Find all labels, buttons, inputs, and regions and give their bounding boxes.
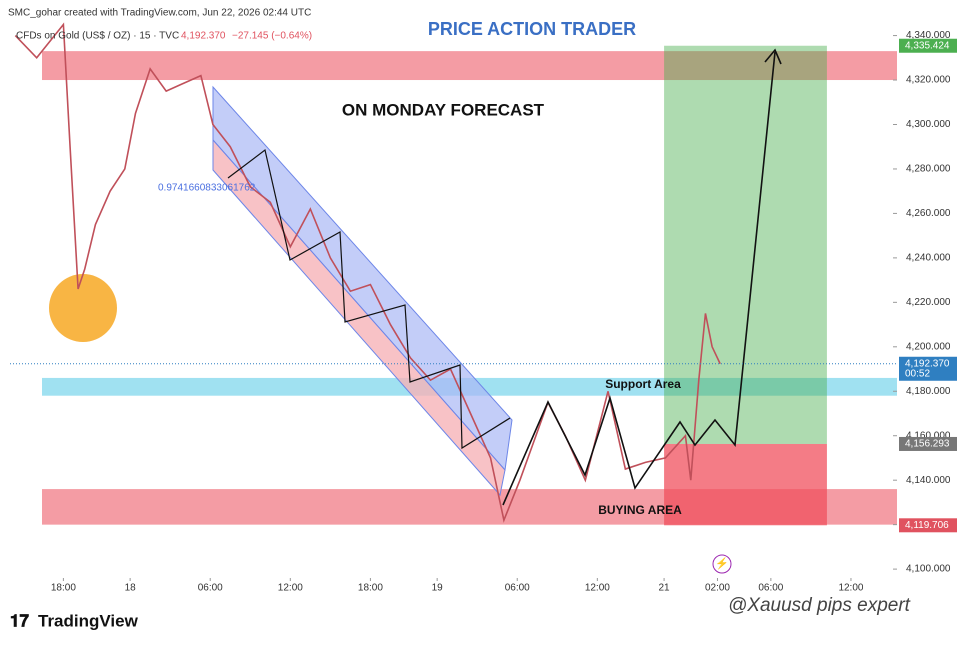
highlight-circle [49,274,117,342]
y-tick-label: 4,220.000 [906,297,951,308]
y-tick-label: 4,160.000 [906,430,951,441]
x-tick-label: 12:00 [585,583,610,594]
zone-label: Support Area [605,377,681,391]
last-price: 4,192.370 [181,31,226,42]
x-tick-label: 06:00 [758,583,783,594]
x-tick-label: 12:00 [838,583,863,594]
y-tick-label: 4,180.000 [906,386,951,397]
price-tag-label: 4,119.706 [905,520,949,531]
y-tick-label: 4,340.000 [906,30,951,41]
x-tick-label: 18:00 [51,583,76,594]
header: SMC_gohar created with TradingView.com, … [8,8,311,19]
plot [14,22,721,523]
x-tick-label: 18:00 [358,583,383,594]
x-tick-label: 06:00 [198,583,223,594]
channel-label: 0.9741660833061762 [158,183,256,194]
x-tick-label: 19 [432,583,444,594]
subtitle: ON MONDAY FORECAST [342,100,545,119]
price-tag [899,356,957,381]
y-tick-label: 4,300.000 [906,119,951,130]
brand: TradingView [38,611,139,630]
x-tick-label: 06:00 [505,583,530,594]
price-tag-label: 4,335.424 [905,40,950,51]
y-tick-label: 4,320.000 [906,75,951,86]
x-tick-label: 21 [659,583,671,594]
price-tag [899,436,957,451]
lightning-glyph: ⚡ [715,557,729,570]
y-tick-label: 4,240.000 [906,253,951,264]
change: −27.145 (−0.64%) [232,31,312,42]
price-tag [899,38,957,53]
x-tick-label: 12:00 [278,583,303,594]
arrow-head [764,48,782,65]
channel-upper [212,85,513,472]
watermark: @Xauusd pips expert [728,595,911,616]
y-tick-label: 4,280.000 [906,164,951,175]
brand-logo: 𝟏𝟕 [10,611,29,630]
lightning-icon [712,554,732,574]
zone-label: BUYING AREA [598,503,682,517]
target-box [664,45,827,444]
symbol: CFDs on Gold (US$ / OZ) · 15 · TVC [16,31,179,42]
price-tag [899,518,957,533]
x-tick-label: 02:00 [705,583,730,594]
position [664,45,827,526]
y-tick-label: 4,260.000 [906,208,951,219]
price-line [14,22,721,523]
y-tick-label: 4,200.000 [906,341,951,352]
zigzag [227,148,511,450]
price-tag-label: 4,156.293 [905,439,950,450]
title: PRICE ACTION TRADER [428,19,636,39]
stop-box [664,443,827,526]
y-tick-label: 4,140.000 [906,475,951,486]
price-tag-sub: 00:52 [905,368,930,379]
zone [42,51,897,81]
x-tick-label: 18 [125,583,137,594]
y-tick-label: 4,100.000 [906,564,951,575]
price-tag-label: 4,192.370 [905,358,950,369]
forecast-path [502,51,776,506]
